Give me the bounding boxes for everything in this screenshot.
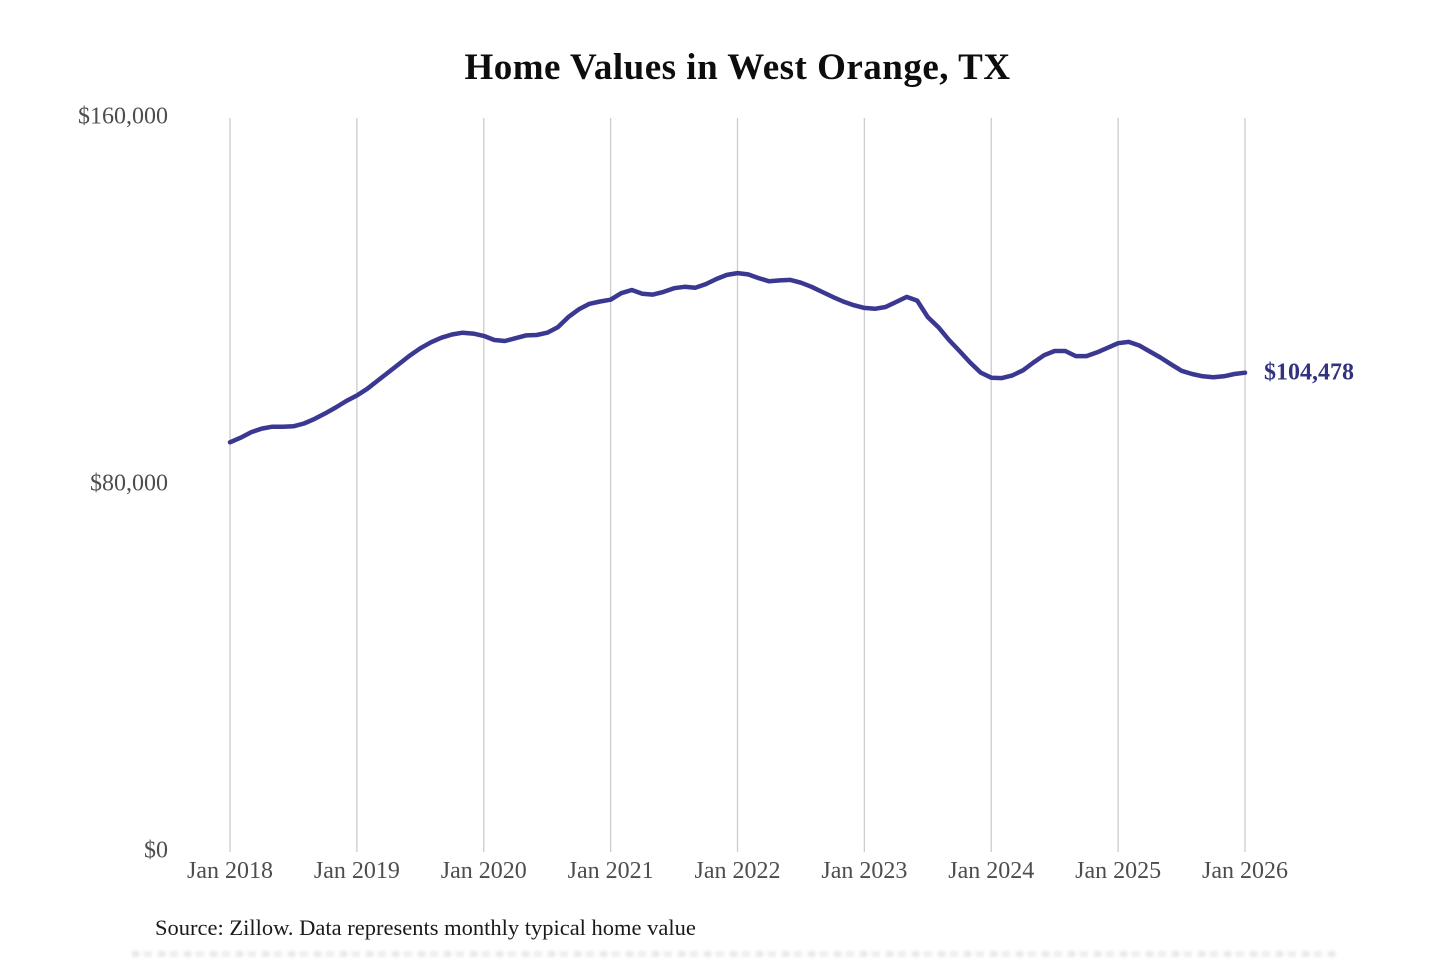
x-tick-label: Jan 2021 bbox=[567, 858, 654, 884]
y-tick-label: $80,000 bbox=[90, 470, 168, 497]
clipped-text-bottom-edge bbox=[132, 951, 1337, 957]
y-tick-label: $0 bbox=[144, 837, 168, 864]
chart-title: Home Values in West Orange, TX bbox=[464, 47, 1011, 88]
home-value-line bbox=[227, 270, 1248, 445]
y-tick-label: $160,000 bbox=[78, 103, 168, 130]
source-note: Source: Zillow. Data represents monthly … bbox=[155, 915, 696, 940]
x-tick-label: Jan 2024 bbox=[948, 858, 1035, 884]
year-gridlines bbox=[229, 118, 1246, 852]
x-tick-label: Jan 2022 bbox=[694, 858, 781, 884]
x-tick-label: Jan 2026 bbox=[1202, 858, 1288, 884]
x-tick-label: Jan 2023 bbox=[821, 858, 908, 884]
latest-value-label: $104,478 bbox=[1264, 359, 1354, 386]
x-tick-label: Jan 2019 bbox=[313, 858, 400, 884]
x-tick-label: Jan 2020 bbox=[440, 858, 527, 884]
x-tick-label: Jan 2025 bbox=[1075, 858, 1162, 884]
x-tick-label: Jan 2018 bbox=[187, 858, 273, 884]
